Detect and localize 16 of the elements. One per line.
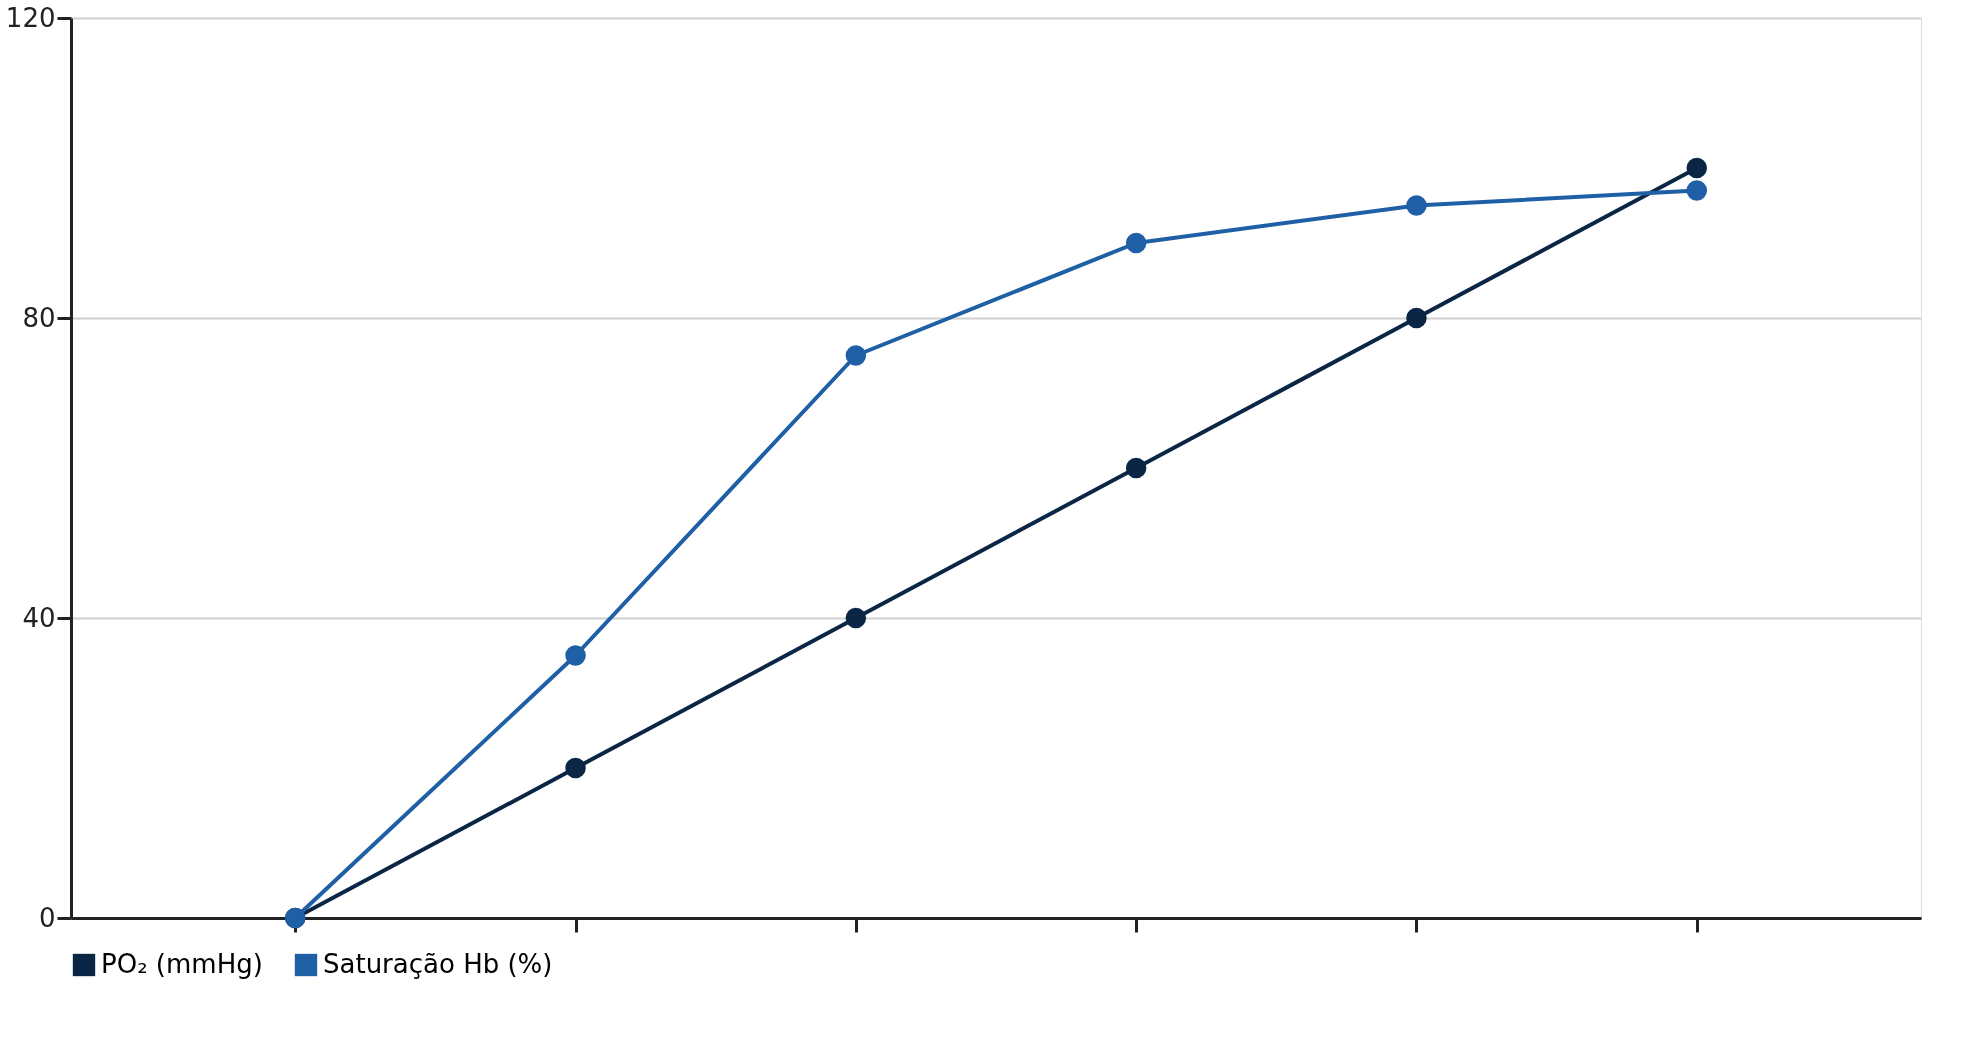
point xyxy=(1125,457,1147,479)
point xyxy=(1686,180,1707,201)
y-tick-label: 120 xyxy=(5,2,56,33)
point xyxy=(845,607,867,629)
point xyxy=(1406,307,1427,329)
y-tick-label: 40 xyxy=(22,602,56,633)
point xyxy=(565,645,586,666)
point xyxy=(1125,232,1147,254)
legend-label: PO₂ (mmHg) xyxy=(101,949,263,979)
point xyxy=(1686,157,1707,179)
point xyxy=(845,345,867,366)
legend-label: Saturação Hb (%) xyxy=(323,949,553,979)
point xyxy=(565,757,586,779)
y-tick-label: 80 xyxy=(22,302,56,333)
y-tick-label: 0 xyxy=(38,902,56,933)
point xyxy=(1406,195,1427,216)
